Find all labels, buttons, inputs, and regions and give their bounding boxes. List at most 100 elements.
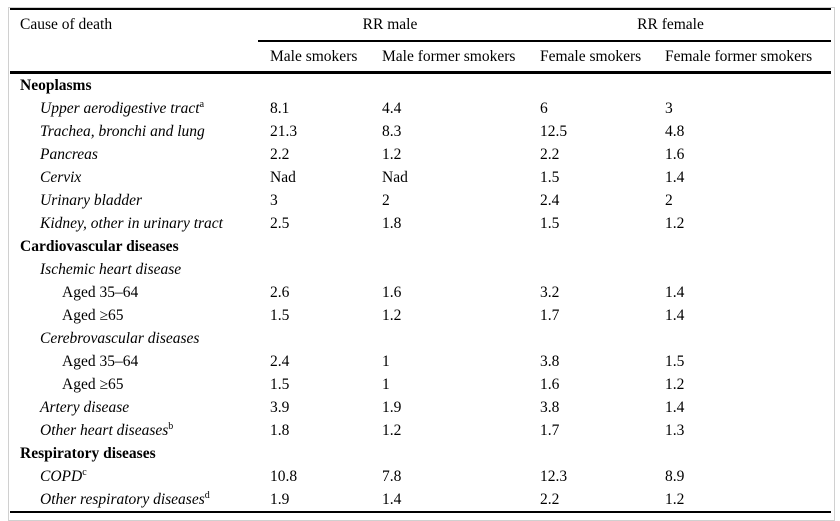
cell-value: 1.3: [665, 421, 685, 439]
row-label: Other heart diseasesb: [40, 420, 174, 439]
table-row: Pancreas 2.2 1.2 2.2 1.6: [10, 143, 831, 166]
cell-value: 4.4: [382, 99, 402, 117]
cell-value: 1.4: [665, 168, 685, 186]
corner-header: Cause of death: [20, 16, 113, 34]
row-label: Cerebrovascular diseases: [40, 329, 200, 347]
bottom-rule: [10, 511, 831, 513]
table-row: Other heart diseasesb 1.8 1.2 1.7 1.3: [10, 419, 831, 442]
header-body-rule: [10, 71, 831, 74]
cell-value: 8.3: [382, 122, 402, 140]
cell-value: 8.9: [665, 467, 685, 485]
cell-value: 1.6: [665, 145, 685, 163]
cell-value: 1.4: [665, 306, 685, 324]
cell-value: 12.3: [540, 467, 568, 485]
table-row: Other respiratory diseasesd 1.9 1.4 2.2 1.2: [10, 488, 831, 511]
cell-value: 1.2: [665, 490, 685, 508]
row-label: Other respiratory diseasesd: [40, 489, 210, 508]
column-header-female-former-smokers: Female former smokers: [665, 47, 813, 65]
cell-value: 1.5: [270, 306, 290, 324]
cell-value: 1.5: [270, 375, 290, 393]
footnote-marker: b: [168, 420, 174, 432]
row-label: Trachea, bronchi and lung: [40, 122, 205, 140]
row-label: Ischemic heart disease: [40, 260, 182, 278]
table-row: Cardiovascular diseases: [10, 235, 831, 258]
row-label: Aged ≥65: [62, 375, 124, 393]
cell-value: 1.6: [382, 283, 402, 301]
cell-value: 1.4: [665, 283, 685, 301]
table-row: Aged 35–64 2.6 1.6 3.2 1.4: [10, 281, 831, 304]
table-row: Upper aerodigestive tracta 8.1 4.4 6 3: [10, 97, 831, 120]
cell-value: 1: [382, 375, 390, 393]
cell-value: 6: [540, 99, 548, 117]
cell-value: 3: [665, 99, 673, 117]
table-body: Neoplasms Upper aerodigestive tracta 8.1 4.…: [10, 74, 831, 511]
column-header-female-smokers: Female smokers: [540, 47, 642, 65]
table-row: Trachea, bronchi and lung 21.3 8.3 12.5 4.8: [10, 120, 831, 143]
top-rule: [10, 8, 831, 10]
cell-value: 1.2: [382, 145, 402, 163]
group-header-rr-female: RR female: [637, 16, 704, 34]
row-label: Cardiovascular diseases: [20, 237, 179, 255]
cell-value: 3.9: [270, 398, 290, 416]
cell-value: 1.5: [665, 352, 685, 370]
table-row: Aged ≥65 1.5 1.2 1.7 1.4: [10, 304, 831, 327]
table-row: Aged 35–64 2.4 1 3.8 1.5: [10, 350, 831, 373]
row-label: Aged 35–64: [62, 352, 139, 370]
footnote-marker: c: [82, 466, 87, 478]
cell-value: 7.8: [382, 467, 402, 485]
cell-value: 10.8: [270, 467, 298, 485]
table-row: Cervix Nad Nad 1.5 1.4: [10, 166, 831, 189]
table-row: COPDc 10.8 7.8 12.3 8.9: [10, 465, 831, 488]
cell-value: 3.8: [540, 352, 560, 370]
row-label: Aged ≥65: [62, 306, 124, 324]
row-label: Kidney, other in urinary tract: [40, 214, 223, 232]
cell-value: 1.2: [382, 306, 402, 324]
cell-value: 1.4: [665, 398, 685, 416]
cell-value: Nad: [382, 168, 408, 186]
cell-value: 2.2: [270, 145, 290, 163]
group-header-rr-male: RR male: [362, 16, 418, 34]
cell-value: 2.6: [270, 283, 290, 301]
cell-value: 2: [665, 191, 673, 209]
cell-value: 1.2: [665, 375, 685, 393]
cell-value: 2.4: [540, 191, 560, 209]
cell-value: 3.8: [540, 398, 560, 416]
column-header-male-smokers: Male smokers: [270, 47, 358, 65]
cell-value: 1.8: [382, 214, 402, 232]
cell-value: 1.8: [270, 421, 290, 439]
cell-value: 2: [382, 191, 390, 209]
cell-value: 2.2: [540, 490, 560, 508]
row-label: COPDc: [40, 466, 87, 485]
column-header-male-former-smokers: Male former smokers: [382, 47, 516, 65]
cell-value: 1: [382, 352, 390, 370]
cell-value: 12.5: [540, 122, 568, 140]
footnote-marker: d: [204, 489, 210, 501]
cell-value: 2.5: [270, 214, 290, 232]
table-row: Ischemic heart disease: [10, 258, 831, 281]
table-row: Respiratory diseases: [10, 442, 831, 465]
cell-value: Nad: [270, 168, 296, 186]
row-label: Artery disease: [40, 398, 130, 416]
group-spanner-rule: [258, 40, 831, 42]
cell-value: 1.2: [665, 214, 685, 232]
row-label: Aged 35–64: [62, 283, 139, 301]
row-label: Urinary bladder: [40, 191, 143, 209]
cell-value: 1.7: [540, 421, 560, 439]
cell-value: 2.2: [540, 145, 560, 163]
row-label: Neoplasms: [20, 76, 92, 94]
cell-value: 3: [270, 191, 278, 209]
table-row: Urinary bladder 3 2 2.4 2: [10, 189, 831, 212]
table-row: Aged ≥65 1.5 1 1.6 1.2: [10, 373, 831, 396]
cell-value: 1.4: [382, 490, 402, 508]
column-header-row: Male smokers Male former smokers Female …: [10, 42, 831, 71]
cell-value: 1.5: [540, 168, 560, 186]
table-row: Neoplasms: [10, 74, 831, 97]
row-label: Pancreas: [40, 145, 98, 163]
cell-value: 1.9: [382, 398, 402, 416]
cell-value: 1.6: [540, 375, 560, 393]
group-header-row: Cause of death RR male RR female: [10, 10, 831, 40]
rr-smoking-table: Cause of death RR male RR female Male sm…: [10, 8, 831, 513]
row-label: Cervix: [40, 168, 82, 186]
cell-value: 1.7: [540, 306, 560, 324]
